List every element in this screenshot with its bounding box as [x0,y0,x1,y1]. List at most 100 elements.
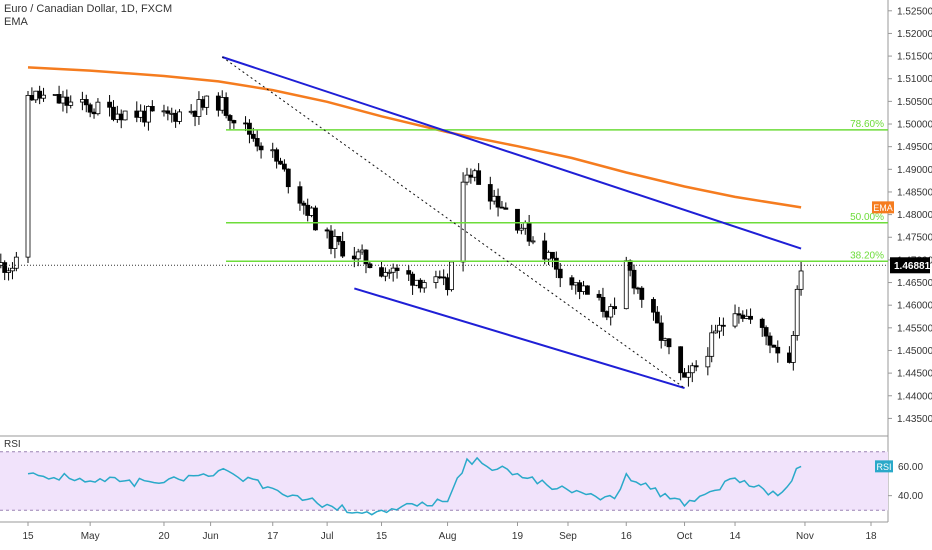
candle-body [437,276,443,279]
candle [149,100,155,112]
candle [553,251,559,278]
candle-body [379,267,384,277]
candle-body [355,251,361,260]
candle-body [146,106,151,123]
fib-level-label: 38.20% [850,250,884,261]
x-tick-label: 20 [158,531,170,542]
candle [635,286,641,294]
candle-body [122,110,128,121]
candle-body [499,206,505,209]
candle-body [91,111,97,115]
candle-body [662,338,668,341]
candle [499,201,505,209]
candle-body [134,110,140,118]
channel-upper-line [221,56,802,250]
candle [468,168,474,184]
candle-body [410,273,415,286]
candle [763,325,769,346]
ema-badge-label: EMA [873,203,893,213]
candle-body [177,111,182,122]
candle [118,109,124,129]
fib-level-label: 50.00% [850,212,884,223]
candle-body [52,94,58,96]
y-tick-label: 1.48000 [897,210,932,221]
x-tick-label: 14 [729,531,741,542]
candle-body [705,355,711,368]
candle-body [787,352,792,363]
candle [142,105,147,127]
candle [324,227,330,239]
candle [161,104,167,117]
indicator-name: EMA [4,16,28,28]
ema-line [27,66,802,209]
ema-badge [872,201,894,214]
candle-body [654,311,660,324]
candle [585,285,590,295]
candle-body [491,195,497,202]
candle-body [542,240,548,260]
candle [421,279,427,293]
candle-body [231,120,237,124]
candle-body [359,249,365,253]
candle [2,260,8,281]
candle-body [219,97,225,111]
candle [134,101,140,123]
candle-body [581,285,586,292]
candle-body [693,365,699,368]
candle-body [468,174,474,178]
y-tick-label: 1.46000 [897,301,932,312]
candle-body [736,313,742,316]
candle-body [748,315,753,320]
candle [658,315,664,349]
candle [247,119,252,144]
rsi-pane-label: RSI [4,439,21,450]
x-tick-label: Nov [796,531,814,542]
candle-body [87,104,93,113]
candle-body [612,306,618,310]
candle [744,309,750,320]
candle-body [285,168,291,188]
candle-body [281,163,287,170]
candle-body [10,267,15,272]
y-tick-label: 1.51000 [897,74,932,85]
candle-body [79,99,85,103]
candle [767,332,773,354]
candle [173,109,179,128]
candle-body [604,311,610,318]
candle [281,159,287,172]
candle [515,208,520,234]
y-tick-label: 1.44000 [897,391,932,402]
x-tick-label: 18 [865,531,877,542]
candle [689,362,695,383]
candle [441,269,447,286]
candle [231,119,237,129]
candle [56,85,62,104]
candle [138,104,144,123]
candle-body [414,279,419,286]
candle [581,280,586,295]
x-tick-label: 15 [376,531,388,542]
candle [794,285,800,341]
fib-level-label: 78.60% [850,119,884,130]
candle-body [243,122,248,125]
candle [41,87,46,102]
candle-body [790,335,796,363]
candle-body [763,327,769,337]
candle [518,223,524,235]
candle-body [666,338,672,348]
candle-body [596,293,602,298]
candle [274,147,280,169]
rsi-badge [875,460,893,473]
candle-body [720,324,726,327]
candle [305,198,311,222]
candle-body [305,204,311,216]
candle [177,109,182,125]
candle [383,267,388,282]
candle [417,278,423,293]
candle-body [328,230,334,249]
candle-body [149,106,155,112]
y-tick-label: 1.50000 [897,120,932,131]
candle [328,225,334,255]
candle-body [635,287,641,290]
